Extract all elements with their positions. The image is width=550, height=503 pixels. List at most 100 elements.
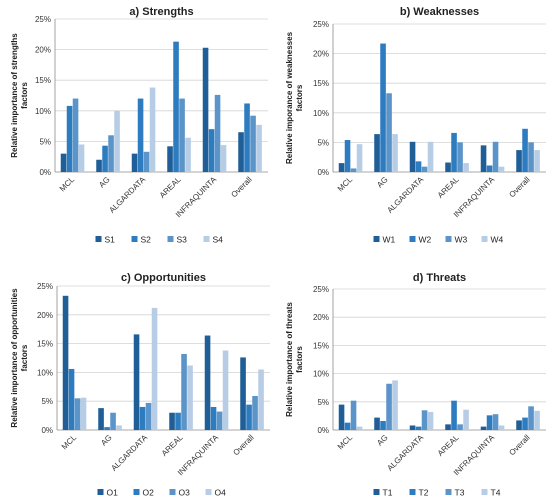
legend-label: T1 — [383, 488, 393, 498]
y-tick-label: 5% — [41, 397, 53, 406]
bar-T2-ag — [380, 420, 386, 430]
bar-O3-ag — [110, 412, 116, 430]
x-category-label: MCL — [336, 433, 355, 452]
x-category-label: ALGARDATA — [385, 433, 425, 473]
legend-label: S1 — [105, 235, 116, 245]
y-tick-label: 20% — [313, 313, 329, 322]
bar-T1-ag — [374, 417, 380, 430]
bar-S1-infraquinta — [202, 47, 209, 172]
bar-T3-algardata — [421, 410, 428, 430]
y-tick-label: 15% — [313, 79, 329, 88]
bar-T2-areal — [451, 400, 457, 430]
bar-W4-overall — [534, 150, 540, 172]
y-tick-label: 15% — [35, 76, 51, 85]
x-category-label: MCL — [60, 433, 79, 452]
bar-W4-algardata — [427, 141, 434, 172]
bar-T4-mcl — [356, 426, 363, 430]
x-category-label: AG — [375, 433, 390, 448]
bar-W1-infraquinta — [480, 145, 487, 172]
chart-title: c) Opportunities — [121, 272, 206, 284]
y-tick-label: 25% — [313, 285, 329, 294]
legend-swatch — [409, 489, 416, 495]
bar-T1-areal — [445, 424, 451, 430]
bar-W3-overall — [528, 142, 534, 172]
bar-T2-overall — [522, 417, 528, 430]
bar-O2-areal — [175, 412, 181, 430]
y-tick-label: 0% — [39, 168, 51, 177]
y-tick-label: 0% — [317, 168, 329, 177]
y-tick-label: 10% — [313, 370, 329, 379]
legend-label: S3 — [177, 235, 188, 245]
legend-swatch — [409, 236, 416, 242]
bar-T1-overall — [516, 420, 522, 430]
bar-T4-infraquinta — [498, 425, 505, 430]
legend-swatch — [167, 236, 174, 242]
bar-O1-algardata — [133, 334, 140, 430]
y-tick-label: 0% — [317, 426, 329, 435]
y-tick-label: 10% — [37, 368, 53, 377]
bar-T3-mcl — [350, 400, 357, 430]
bar-O3-algardata — [145, 402, 152, 430]
legend-label: O1 — [107, 488, 119, 498]
legend-label: W4 — [491, 235, 504, 245]
bar-T3-overall — [528, 406, 534, 430]
bar-S4-ag — [114, 110, 120, 172]
bar-O3-infraquinta — [216, 411, 223, 430]
chart-panel-4: d) Threats 0% 5% 10% 15% 20% 25% Relative impor… — [285, 272, 546, 498]
bar-S1-ag — [96, 159, 102, 172]
y-tick-label: 25% — [313, 20, 329, 29]
legend-label: T4 — [491, 488, 501, 498]
bar-W1-overall — [516, 150, 522, 172]
bar-S1-areal — [167, 146, 173, 172]
bar-T4-overall — [534, 410, 540, 430]
bar-S3-infraquinta — [214, 94, 221, 172]
bar-O1-overall — [240, 357, 246, 430]
bar-O4-infraquinta — [222, 350, 229, 430]
legend-swatch — [97, 489, 104, 495]
bar-O4-areal — [187, 365, 193, 430]
bar-O4-algardata — [151, 307, 158, 430]
y-axis-label: Relative importance of threatsfactors — [285, 302, 304, 417]
bar-S4-infraquinta — [220, 145, 227, 172]
bar-S4-algardata — [149, 87, 156, 172]
bar-S2-areal — [173, 41, 179, 173]
x-category-label: Overall — [507, 175, 531, 199]
legend-label: O3 — [179, 488, 191, 498]
y-tick-label: 0% — [41, 426, 53, 435]
x-category-label: ALGARDATA — [385, 175, 425, 215]
bar-S2-algardata — [137, 98, 144, 172]
y-axis-label: Relative imporance of weaknessesfactors — [285, 31, 304, 164]
chart-title: a) Strengths — [129, 6, 193, 18]
y-axis-label: Relative importance of opportunitiesfact… — [10, 288, 29, 428]
bar-W3-areal — [457, 142, 463, 172]
y-tick-label: 10% — [35, 107, 51, 116]
bar-S3-algardata — [143, 151, 150, 172]
bar-S4-mcl — [78, 144, 85, 172]
bar-T4-ag — [392, 380, 398, 430]
x-category-label: ALGARDATA — [109, 433, 149, 473]
bar-W2-algardata — [415, 161, 422, 172]
legend-label: W3 — [455, 235, 468, 245]
bar-W4-infraquinta — [498, 166, 505, 172]
bar-S2-ag — [102, 145, 108, 172]
legend-label: T2 — [419, 488, 429, 498]
bar-W2-ag — [380, 43, 386, 173]
legend-label: S2 — [141, 235, 152, 245]
legend-swatch — [481, 236, 488, 242]
legend-label: O4 — [215, 488, 227, 498]
bar-O2-mcl — [68, 368, 75, 430]
legend-swatch — [373, 489, 380, 495]
chart-title: d) Threats — [413, 272, 466, 284]
y-tick-label: 5% — [317, 138, 329, 147]
legend-label: W2 — [419, 235, 432, 245]
bar-O2-infraquinta — [210, 406, 217, 430]
bar-S1-mcl — [60, 153, 67, 172]
legend-label: S4 — [213, 235, 224, 245]
bar-O3-overall — [252, 396, 258, 430]
y-tick-label: 5% — [39, 137, 51, 146]
x-category-label: MCL — [58, 175, 77, 194]
bar-S4-areal — [185, 137, 191, 172]
legend-label: W1 — [383, 235, 396, 245]
bar-O4-overall — [258, 369, 264, 430]
